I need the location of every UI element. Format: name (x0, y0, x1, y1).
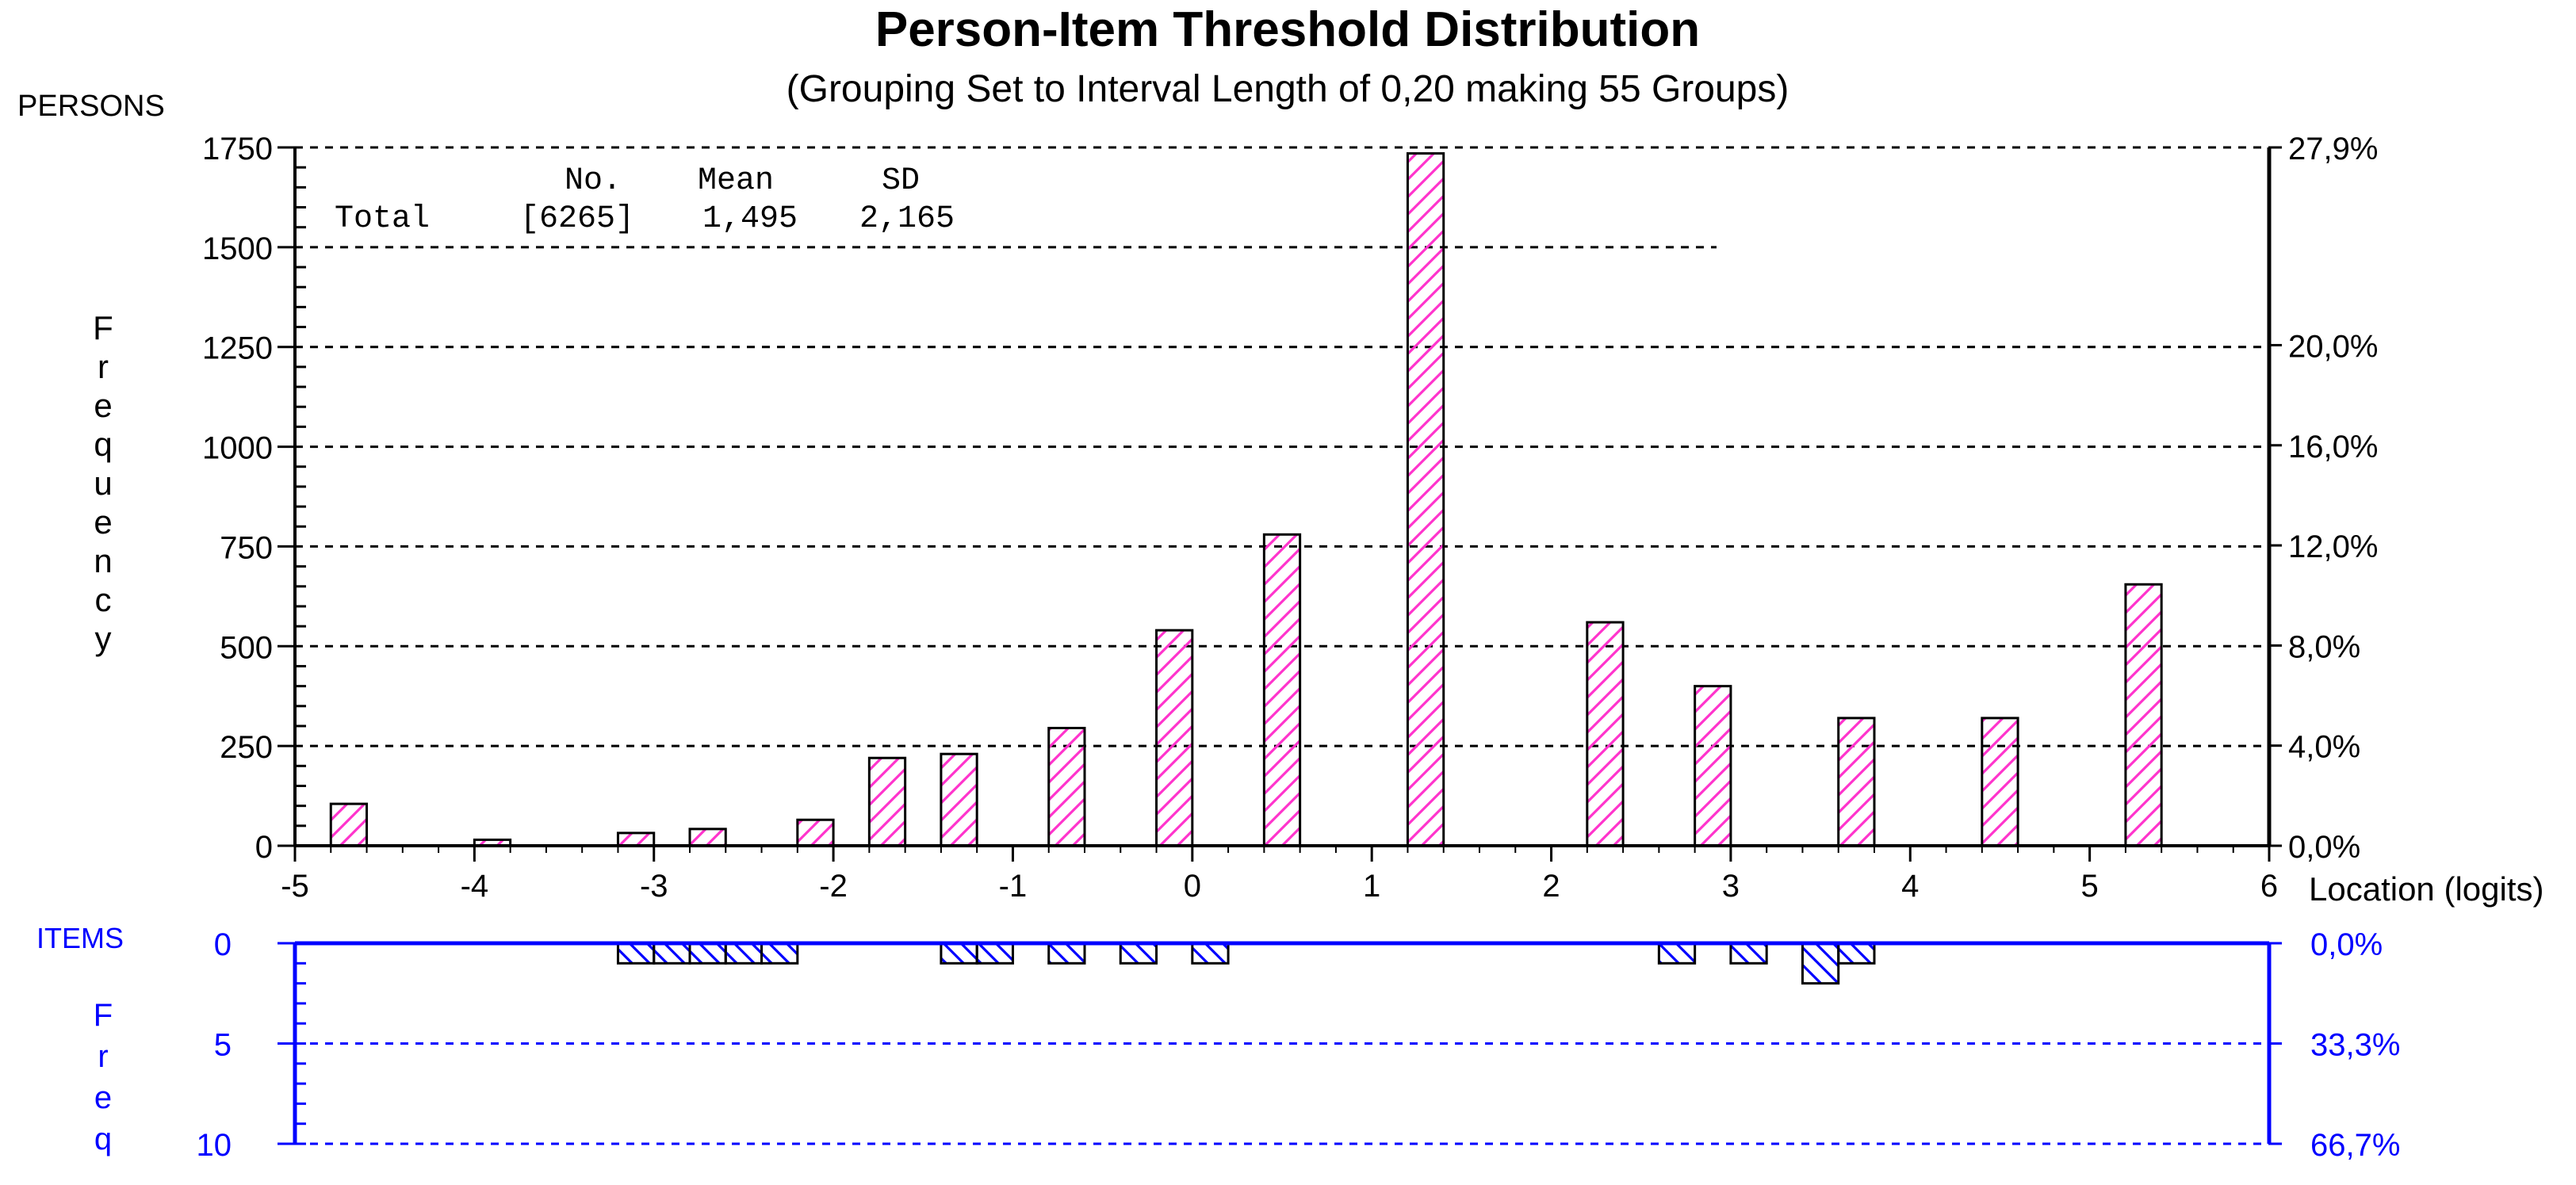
persons-right-tick-label: 8,0% (2288, 629, 2360, 664)
persons-y-tick-label: 500 (220, 630, 273, 665)
persons-y-tick-label: 1000 (202, 431, 273, 466)
persons-bar (1406, 152, 1445, 847)
x-tick-label: -2 (819, 869, 848, 904)
items-bar (1729, 942, 1768, 965)
persons-bar (2124, 583, 2163, 847)
x-axis-label: Location (logits) (2309, 870, 2543, 908)
chart-subtitle: (Grouping Set to Interval Length of 0,20… (787, 68, 1789, 110)
items-bar (1047, 942, 1086, 965)
x-tick-label: 4 (1901, 869, 1919, 904)
x-tick-label: -5 (281, 869, 309, 904)
persons-bar (616, 831, 656, 847)
persons-y-tick-label: 1500 (202, 231, 273, 266)
persons-bar (940, 752, 978, 847)
items-gridlines (295, 1042, 2269, 1145)
items-bar (975, 942, 1014, 965)
persons-bar (1586, 621, 1625, 847)
persons-bar (1981, 717, 2019, 847)
persons-right-tick-label: 16,0% (2288, 430, 2378, 464)
summary-header-sd: SD (882, 163, 920, 199)
summary-value-sd: 2,165 (859, 201, 955, 237)
persons-y-ticks: 0 250 500 750 1000 1250 1500 1750 (202, 132, 295, 865)
items-bar (616, 942, 656, 965)
persons-right-tick-label: 0,0% (2288, 830, 2360, 865)
items-bars (616, 942, 1876, 985)
items-bar (1837, 942, 1876, 965)
x-tick-label: 0 (1184, 869, 1201, 904)
items-bar (760, 942, 799, 965)
persons-right-tick-label: 27,9% (2288, 132, 2378, 166)
items-right-tick-label: 66,7% (2310, 1128, 2400, 1163)
x-tick-label: -3 (640, 869, 668, 904)
x-tick-label: 3 (1722, 869, 1740, 904)
x-tick-label: -4 (461, 869, 489, 904)
x-tick-label: 1 (1363, 869, 1380, 904)
persons-section-label: PERSONS (17, 90, 165, 123)
items-bar (1191, 942, 1230, 965)
x-tick-label: 5 (2081, 869, 2099, 904)
persons-y-tick-label: 250 (220, 730, 273, 765)
persons-bar (688, 828, 727, 847)
persons-y-tick-label: 0 (255, 830, 273, 865)
items-y-tick-label: 10 (197, 1128, 232, 1163)
persons-bars (329, 152, 2163, 847)
items-bar (940, 942, 978, 965)
x-tick-label: 2 (1542, 869, 1560, 904)
persons-y-tick-label: 1250 (202, 331, 273, 366)
items-y-ticks: 0 5 10 (197, 927, 295, 1163)
persons-bar (796, 818, 835, 847)
persons-right-tick-label: 20,0% (2288, 329, 2378, 364)
items-right-tick-label: 0,0% (2310, 927, 2383, 962)
chart-title: Person-Item Threshold Distribution (875, 2, 1700, 57)
items-right-tick-label: 33,3% (2310, 1028, 2400, 1063)
items-bar (688, 942, 727, 965)
x-tick-label: 6 (2260, 869, 2278, 904)
persons-bar (1155, 629, 1194, 847)
items-bar (653, 942, 691, 965)
items-bar (1657, 942, 1697, 965)
persons-bar (1694, 685, 1732, 847)
summary-header-no: No. (565, 163, 622, 199)
x-ticks: -5 -4 -3 -2 -1 0 1 2 3 4 5 6 (281, 846, 2278, 904)
persons-right-tick-label: 4,0% (2288, 730, 2360, 765)
persons-bar (1262, 533, 1302, 847)
items-section-label: ITEMS (36, 922, 124, 954)
persons-bar (867, 756, 907, 847)
x-tick-label: -1 (999, 869, 1028, 904)
items-bar (1119, 942, 1158, 965)
persons-right-ticks: 0,0% 4,0% 8,0% 12,0% 16,0% 20,0% 27,9% (2269, 132, 2378, 865)
persons-bar (1047, 726, 1086, 847)
items-bar (1801, 942, 1840, 985)
items-y-tick-label: 5 (214, 1028, 232, 1063)
items-y-tick-label: 0 (214, 927, 232, 962)
summary-header-mean: Mean (698, 163, 774, 199)
persons-bar (329, 802, 369, 847)
summary-value-no: [6265] (520, 201, 634, 237)
persons-axes (293, 147, 2272, 847)
items-right-ticks: 0,0% 33,3% 66,7% (2269, 927, 2400, 1163)
persons-y-tick-label: 1750 (202, 132, 273, 166)
items-bar (724, 942, 764, 965)
summary-value-mean: 1,495 (702, 201, 798, 237)
persons-y-tick-label: 750 (220, 530, 273, 565)
persons-right-tick-label: 12,0% (2288, 529, 2378, 564)
persons-bar (1837, 717, 1876, 847)
summary-row-label: Total (335, 201, 430, 237)
